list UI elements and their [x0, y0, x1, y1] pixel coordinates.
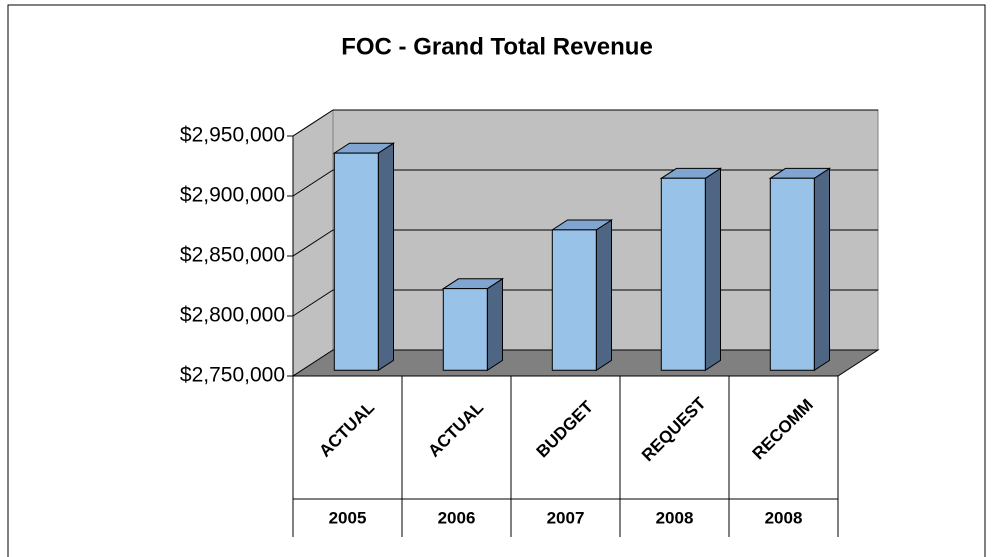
- x-tick-year: 2006: [438, 508, 476, 527]
- bar-side: [704, 167, 721, 372]
- bar-side: [377, 142, 394, 372]
- bar: [442, 288, 488, 371]
- bar-side: [595, 219, 612, 372]
- bar: [551, 229, 597, 371]
- grid-line: [292, 229, 334, 257]
- y-tick-label: $2,900,000: [180, 184, 285, 207]
- bar-side: [813, 167, 830, 372]
- grid-line: [292, 109, 334, 137]
- y-tick-label: $2,950,000: [180, 124, 285, 147]
- grid-line: [292, 169, 334, 197]
- bar-side: [486, 277, 503, 372]
- bar: [660, 177, 706, 371]
- chart-title: FOC - Grand Total Revenue: [341, 33, 653, 60]
- y-tick-label: $2,850,000: [180, 244, 285, 267]
- x-tick-year: 2008: [765, 508, 803, 527]
- y-tick-label: $2,800,000: [180, 304, 285, 327]
- x-tick-year: 2005: [329, 508, 367, 527]
- y-tick-label: $2,750,000: [180, 364, 285, 387]
- bar: [333, 152, 379, 371]
- x-tick-year: 2008: [656, 508, 694, 527]
- grid-line: [292, 289, 334, 317]
- x-tick-year: 2007: [547, 508, 585, 527]
- bar: [769, 177, 815, 371]
